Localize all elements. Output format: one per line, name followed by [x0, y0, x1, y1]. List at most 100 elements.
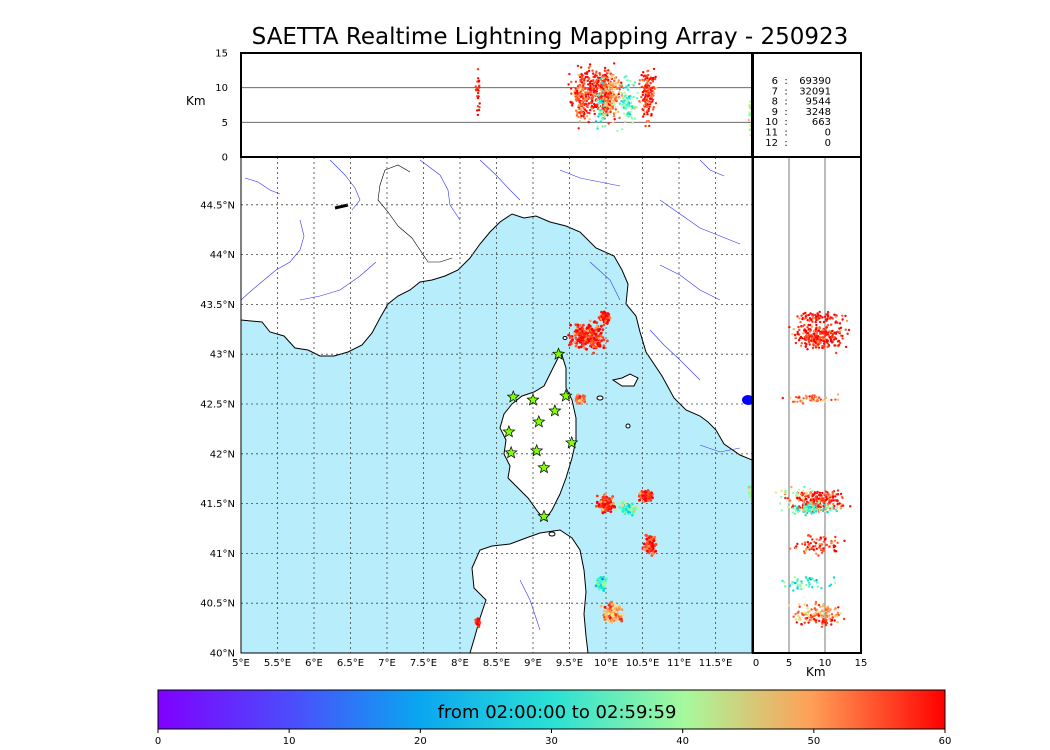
lightning-source [609, 95, 613, 98]
lightning-source [607, 612, 611, 616]
lightning-source [805, 500, 809, 503]
station-star-icon [506, 390, 520, 403]
lightning-source [804, 617, 807, 620]
stat-separator: : [784, 138, 787, 149]
top-alt-tick-label: 10 [215, 83, 228, 94]
lightning-source [803, 317, 806, 320]
lightning-source [812, 507, 815, 510]
lightning-source [845, 319, 849, 323]
lightning-source [747, 491, 751, 495]
lat-tick-label: 42.5°N [200, 400, 235, 411]
lightning-source [809, 330, 812, 333]
lightning-source [841, 504, 845, 507]
lightning-source [631, 121, 634, 125]
lightning-source [601, 111, 604, 114]
lightning-source [646, 76, 649, 80]
station-star-icon [559, 389, 573, 402]
lightning-source [598, 577, 602, 580]
lightning-source [793, 333, 797, 337]
stat-station-count: 12 [765, 138, 778, 149]
lat-tick-label: 44.5°N [200, 200, 235, 211]
lightning-source [838, 502, 841, 505]
lightning-source [583, 400, 587, 404]
lightning-source [641, 93, 644, 97]
lightning-source [578, 89, 581, 92]
lightning-source [818, 499, 821, 503]
lightning-source [603, 99, 607, 102]
stat-separator: : [784, 128, 787, 139]
lightning-source [622, 112, 626, 115]
lightning-source [819, 339, 823, 342]
lightning-source [607, 89, 610, 92]
lightning-source [618, 116, 621, 120]
lightning-source [822, 320, 826, 324]
lightning-source [580, 335, 584, 339]
lightning-source [600, 88, 603, 92]
lightning-source [649, 82, 652, 85]
lightning-source [826, 615, 829, 618]
station-star-icon [502, 424, 516, 438]
lightning-source [836, 393, 840, 396]
lightning-source [651, 547, 655, 551]
lightning-source [621, 100, 625, 104]
lightning-source [798, 396, 801, 399]
lightning-source [597, 86, 601, 90]
lightning-source [823, 493, 826, 496]
lightning-source [599, 77, 602, 81]
lightning-source [640, 95, 643, 99]
lightning-source [825, 493, 828, 497]
lightning-source [791, 492, 795, 495]
lightning-source [837, 613, 840, 617]
lightning-source [792, 328, 795, 331]
island [596, 395, 604, 401]
lightning-source [646, 109, 649, 112]
lightning-source [630, 117, 634, 120]
lightning-source [598, 112, 601, 116]
lightning-source [583, 330, 586, 333]
lightning-source [583, 117, 586, 120]
lightning-source [604, 613, 608, 616]
colorbar-label: from 02:00:00 to 02:59:59 [438, 702, 677, 723]
lightning-source [627, 95, 631, 98]
lightning-source [825, 504, 828, 507]
lightning-source [647, 107, 651, 111]
lightning-source [824, 623, 827, 627]
lightning-source [831, 493, 834, 496]
lightning-source [609, 76, 612, 80]
lightning-source [804, 495, 807, 498]
lightning-source [598, 71, 601, 75]
lightning-source [829, 608, 832, 611]
station-star-icon [537, 509, 551, 523]
lightning-source [833, 608, 836, 611]
lightning-source [597, 84, 600, 87]
lon-altitude-panel: 0 5 10 15 Km [186, 49, 753, 164]
lightning-source [812, 343, 815, 346]
lightning-source [568, 343, 571, 347]
lightning-source [826, 314, 830, 318]
lightning-source [624, 107, 628, 110]
lightning-source [809, 614, 812, 617]
lightning-source [836, 321, 839, 324]
lightning-source [805, 491, 808, 495]
lightning-source [609, 82, 612, 85]
lightning-source [574, 323, 578, 327]
lightning-source [636, 91, 639, 95]
lightning-source [793, 581, 797, 585]
lightning-source [643, 113, 646, 116]
lightning-source [846, 332, 849, 335]
station-star-icon [551, 347, 566, 360]
lightning-source [823, 315, 827, 319]
lightning-source [836, 621, 839, 624]
lightning-source [596, 98, 600, 101]
lightning-source [796, 400, 799, 403]
lightning-source [793, 512, 797, 515]
lightning-source [629, 508, 633, 512]
lightning-source [603, 618, 607, 621]
lightning-source [586, 75, 589, 79]
lightning-source [610, 103, 613, 106]
lightning-source [823, 503, 826, 507]
lightning-source [576, 92, 579, 95]
lightning-source [652, 86, 655, 89]
lightning-source [795, 545, 798, 548]
lightning-source [799, 320, 802, 324]
